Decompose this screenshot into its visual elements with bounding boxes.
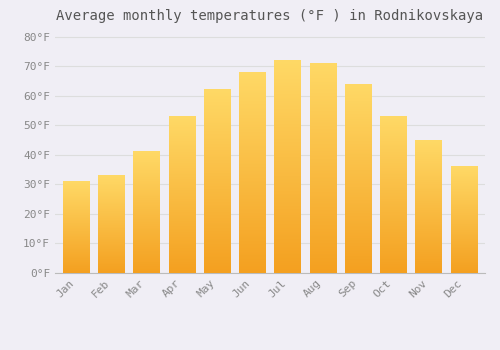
Bar xyxy=(274,61,301,273)
Bar xyxy=(239,72,266,273)
Bar xyxy=(450,167,477,273)
Bar xyxy=(345,84,372,273)
Bar xyxy=(416,140,442,273)
Bar xyxy=(168,117,195,273)
Bar xyxy=(63,182,90,273)
Bar xyxy=(98,176,124,273)
Bar xyxy=(204,90,231,273)
Bar xyxy=(134,152,160,273)
Bar xyxy=(310,63,336,273)
Bar xyxy=(380,117,406,273)
Title: Average monthly temperatures (°F ) in Rodnikovskaya: Average monthly temperatures (°F ) in Ro… xyxy=(56,9,484,23)
